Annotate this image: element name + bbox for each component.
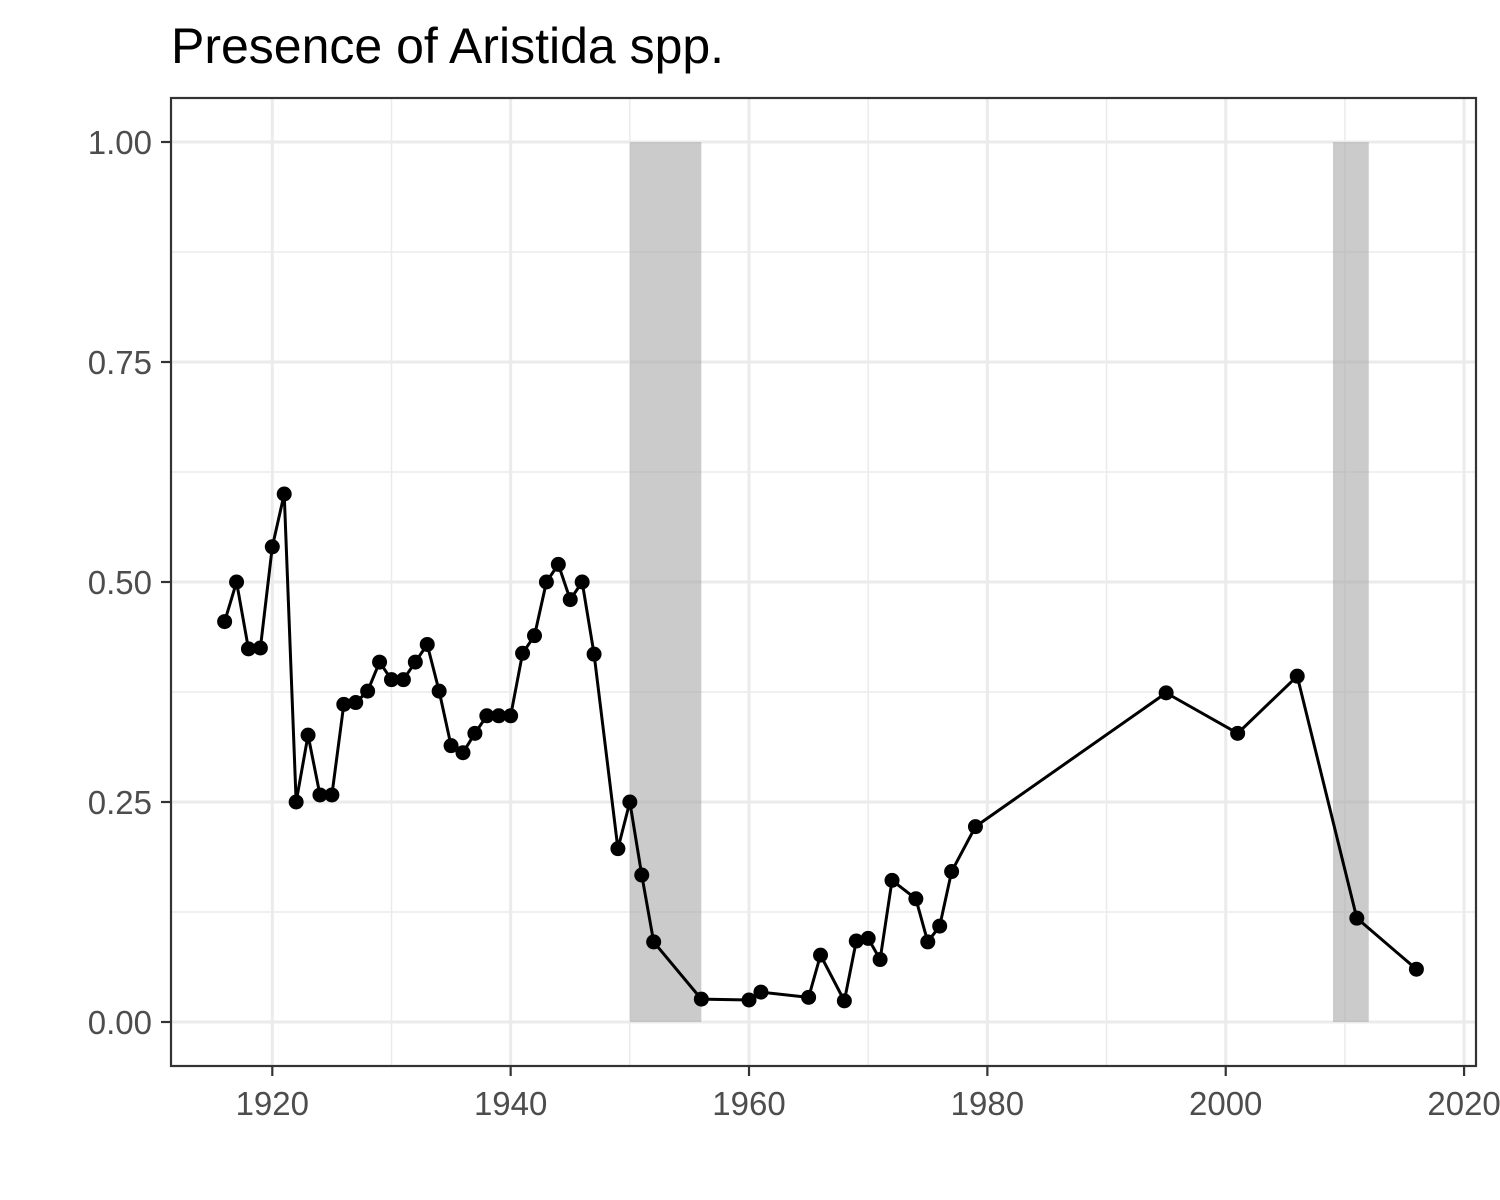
data-point: [884, 872, 900, 888]
y-tick-label: 0.25: [88, 784, 152, 821]
data-point: [574, 574, 590, 590]
data-point: [848, 933, 864, 949]
data-point: [288, 794, 304, 810]
data-point: [908, 891, 924, 907]
data-point: [479, 708, 495, 724]
data-point: [860, 930, 876, 946]
data-point: [431, 683, 447, 699]
data-point: [395, 672, 411, 688]
data-point: [503, 708, 519, 724]
data-point: [491, 708, 507, 724]
data-point: [1408, 961, 1424, 977]
data-point: [753, 984, 769, 1000]
x-tick-label: 1940: [474, 1085, 547, 1122]
data-point: [348, 695, 364, 711]
data-point: [240, 641, 256, 657]
y-tick-label: 0.75: [88, 344, 152, 381]
data-point: [443, 738, 459, 754]
y-tick-label: 1.00: [88, 124, 152, 161]
data-point: [741, 992, 757, 1008]
x-tick-label: 1920: [236, 1085, 309, 1122]
chart-title: Presence of Aristida spp.: [171, 18, 724, 74]
data-point: [455, 745, 471, 761]
series-presence: [217, 486, 1424, 1009]
data-point: [312, 787, 328, 803]
data-point: [538, 574, 554, 590]
shaded-period-1: [629, 142, 702, 1022]
y-axis: 0.00 0.25 0.50 0.75 1.00: [88, 124, 171, 1041]
data-point: [276, 486, 292, 502]
data-point: [264, 539, 280, 555]
data-point: [407, 654, 423, 670]
data-point: [383, 672, 399, 688]
y-tick-label: 0.50: [88, 564, 152, 601]
data-point: [515, 645, 531, 661]
data-point: [1289, 668, 1305, 684]
data-point: [1230, 725, 1246, 741]
data-point: [1349, 910, 1365, 926]
data-point: [467, 725, 483, 741]
data-point: [229, 574, 245, 590]
x-tick-label: 1960: [712, 1085, 785, 1122]
data-point: [526, 628, 542, 644]
shaded-period-2: [1332, 142, 1369, 1022]
data-point: [324, 787, 340, 803]
data-point: [622, 794, 638, 810]
data-point: [920, 934, 936, 950]
data-point: [586, 646, 602, 662]
x-tick-label: 2020: [1427, 1085, 1500, 1122]
data-point: [967, 819, 983, 835]
data-point: [217, 614, 233, 630]
data-point: [1158, 685, 1174, 701]
data-point: [944, 864, 960, 880]
data-point: [372, 654, 388, 670]
shaded-periods: [629, 142, 1369, 1022]
x-tick-label: 1980: [951, 1085, 1024, 1122]
y-tick-label: 0.00: [88, 1004, 152, 1041]
data-point: [336, 696, 352, 712]
major-gridlines: [171, 98, 1476, 1066]
x-tick-label: 2000: [1189, 1085, 1262, 1122]
data-point: [872, 952, 888, 968]
data-point: [610, 841, 626, 857]
data-point: [634, 867, 650, 883]
data-point: [300, 727, 316, 743]
data-point: [550, 556, 566, 572]
data-point: [836, 993, 852, 1009]
data-point: [693, 991, 709, 1007]
data-point: [562, 592, 578, 608]
data-point: [801, 989, 817, 1005]
x-axis: 1920 1940 1960 1980 2000 2020: [236, 1066, 1500, 1122]
data-point: [932, 918, 948, 934]
data-point: [360, 683, 376, 699]
data-point: [813, 947, 829, 963]
data-point: [419, 636, 435, 652]
data-point: [646, 934, 662, 950]
data-point: [252, 640, 268, 656]
